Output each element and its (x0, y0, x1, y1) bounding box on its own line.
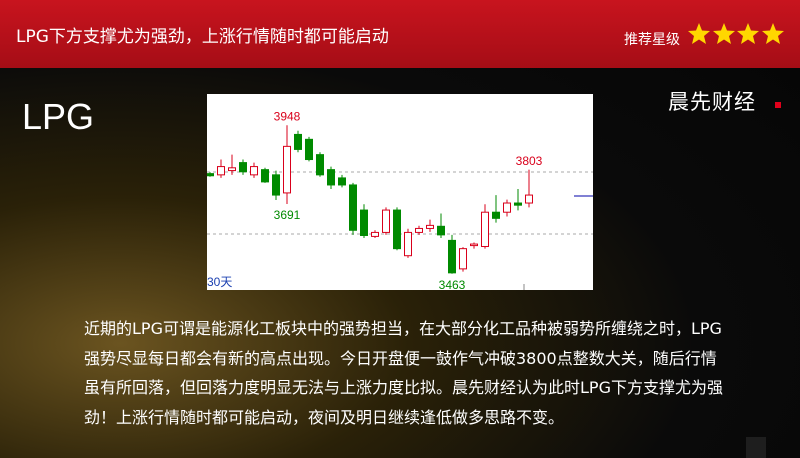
period-label: 30天 (207, 275, 232, 289)
candle-body (426, 224, 434, 229)
rating-stars (688, 23, 784, 44)
candle-body (250, 166, 258, 176)
candle-body (503, 202, 511, 213)
brand-dot (775, 102, 781, 108)
candle-body (415, 227, 423, 233)
candle-body (514, 202, 522, 206)
corner-block (746, 437, 766, 458)
candlestick-chart: 3948 3691 3803 3463 30天 (207, 94, 593, 290)
candle-body (283, 145, 291, 194)
candle-body (360, 209, 368, 236)
symbol: LPG (22, 96, 95, 137)
candle-body (448, 239, 456, 274)
rating-label: 推荐星级 (624, 32, 680, 48)
header-title: LPG下方支撑尤为强劲，上涨行情随时都可能启动 (16, 27, 389, 47)
candle-body (371, 231, 379, 237)
price-label: 3463 (439, 278, 466, 290)
price-label: 3803 (516, 154, 543, 168)
candle-body (481, 211, 489, 248)
candle-body (349, 184, 357, 231)
candle-body (294, 133, 302, 150)
candle-body (459, 248, 467, 270)
candle-body (525, 194, 533, 204)
price-label: 3948 (274, 109, 301, 123)
price-label: 3691 (274, 208, 301, 222)
candle-body (327, 169, 335, 186)
article-body: 近期的LPG可谓是能源化工板块中的强势担当，在大部分化工品种被弱势所缠绕之时，L… (84, 319, 723, 428)
candle-body (338, 177, 346, 186)
candle-body (261, 169, 269, 183)
candle-body (316, 154, 324, 176)
candle-body (492, 211, 500, 219)
candle-body (470, 243, 478, 247)
candle-body (382, 209, 390, 233)
candle-body (207, 173, 214, 177)
brand: 晨先财经 (668, 90, 756, 114)
candle-body (437, 225, 445, 236)
candle-body (239, 162, 247, 173)
candle-body (393, 209, 401, 250)
candle-body (228, 167, 236, 172)
header-bar: LPG下方支撑尤为强劲，上涨行情随时都可能启动 推荐星级 (0, 0, 800, 68)
candle-body (404, 231, 412, 257)
candle-body (272, 174, 280, 196)
candle-body (217, 166, 225, 176)
candle-body (305, 138, 313, 161)
